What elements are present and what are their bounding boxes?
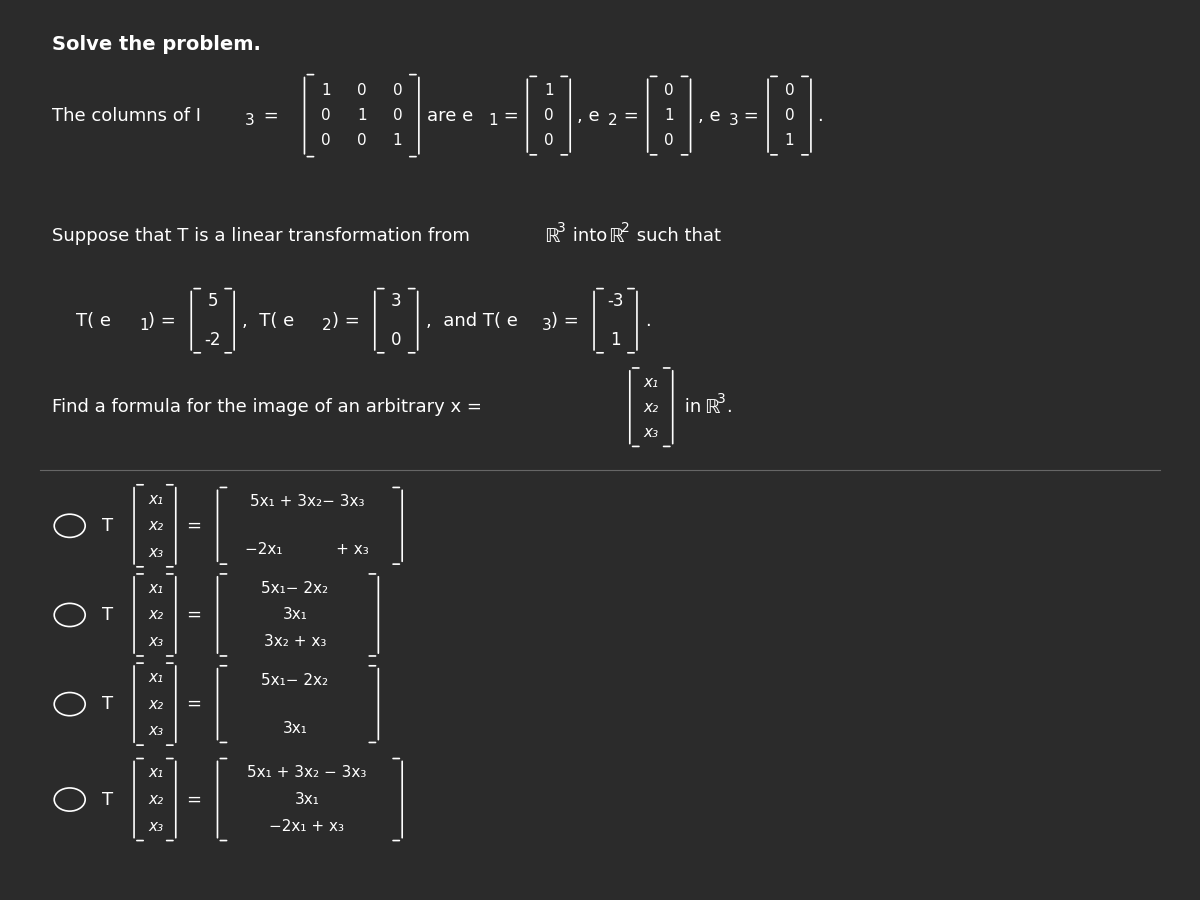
Text: 0: 0: [322, 108, 331, 123]
Text: 5x₁ + 3x₂ − 3x₃: 5x₁ + 3x₂ − 3x₃: [247, 765, 366, 780]
Text: 3: 3: [728, 112, 738, 128]
Text: 3x₂ + x₃: 3x₂ + x₃: [264, 634, 326, 649]
Text: 2: 2: [622, 221, 630, 235]
Text: x₂: x₂: [148, 697, 163, 712]
Text: 3: 3: [541, 318, 551, 333]
Text: ,  T( e: , T( e: [242, 311, 295, 329]
Text: ,  and T( e: , and T( e: [426, 311, 518, 329]
Text: =: =: [618, 106, 644, 124]
Text: 3: 3: [391, 292, 402, 310]
Text: Suppose that T is a linear transformation from: Suppose that T is a linear transformatio…: [52, 227, 475, 245]
Text: 2: 2: [608, 112, 618, 128]
Text: T: T: [102, 790, 113, 808]
Text: , e: , e: [697, 106, 720, 124]
Text: x₃: x₃: [148, 724, 163, 738]
Text: x₂: x₂: [643, 400, 659, 415]
Text: 5x₁− 2x₂: 5x₁− 2x₂: [262, 672, 329, 688]
Text: 3x₁: 3x₁: [282, 721, 307, 735]
Text: ℝ: ℝ: [703, 398, 719, 417]
Text: .: .: [817, 106, 823, 124]
Text: 3x₁: 3x₁: [294, 792, 319, 807]
Text: =: =: [738, 106, 764, 124]
Text: ℝ: ℝ: [608, 227, 624, 246]
Text: x₂: x₂: [148, 518, 163, 534]
Text: into: into: [566, 227, 613, 245]
Text: 3x₁: 3x₁: [282, 608, 307, 623]
Text: x₃: x₃: [643, 425, 659, 440]
Text: ) =: ) =: [551, 311, 584, 329]
Text: T: T: [102, 695, 113, 713]
Text: −2x₁ + x₃: −2x₁ + x₃: [269, 819, 344, 833]
Text: 0: 0: [544, 133, 553, 148]
Text: 1: 1: [544, 83, 553, 98]
Text: 1: 1: [665, 108, 674, 123]
Text: .: .: [646, 311, 652, 329]
Text: -3: -3: [607, 292, 624, 310]
Text: 2: 2: [323, 318, 332, 333]
Text: 1: 1: [139, 318, 149, 333]
Text: 5x₁ + 3x₂− 3x₃: 5x₁ + 3x₂− 3x₃: [250, 494, 364, 509]
Text: 0: 0: [785, 83, 794, 98]
Text: 0: 0: [356, 133, 366, 148]
Text: Find a formula for the image of an arbitrary x =: Find a formula for the image of an arbit…: [52, 398, 487, 416]
Text: 0: 0: [544, 108, 553, 123]
Text: 0: 0: [785, 108, 794, 123]
Text: x₃: x₃: [148, 634, 163, 649]
Text: 0: 0: [356, 83, 366, 98]
Text: T( e: T( e: [76, 311, 110, 329]
Text: are e: are e: [427, 106, 474, 124]
Text: =: =: [186, 695, 202, 713]
Text: 0: 0: [665, 83, 674, 98]
Text: 0: 0: [665, 133, 674, 148]
Text: 0: 0: [392, 83, 402, 98]
Text: 1: 1: [322, 83, 331, 98]
Text: 3: 3: [557, 221, 566, 235]
Text: 0: 0: [322, 133, 331, 148]
Text: 1: 1: [785, 133, 794, 148]
Text: such that: such that: [631, 227, 721, 245]
Text: 0: 0: [391, 331, 402, 349]
Text: 5: 5: [208, 292, 218, 310]
Text: x₃: x₃: [148, 819, 163, 833]
Text: T: T: [102, 606, 113, 624]
Text: ℝ: ℝ: [544, 227, 559, 246]
Text: 1: 1: [392, 133, 402, 148]
Text: ) =: ) =: [332, 311, 365, 329]
Text: T: T: [102, 517, 113, 535]
Text: 3: 3: [716, 392, 726, 406]
Text: =: =: [186, 790, 202, 808]
Text: in: in: [679, 398, 707, 416]
Text: x₂: x₂: [148, 792, 163, 807]
Text: x₁: x₁: [148, 580, 163, 596]
Text: ) =: ) =: [149, 311, 182, 329]
Text: =: =: [186, 606, 202, 624]
Text: -2: -2: [204, 331, 221, 349]
Text: =: =: [258, 106, 284, 124]
Text: =: =: [186, 517, 202, 535]
Text: 1: 1: [356, 108, 366, 123]
Text: .: .: [726, 398, 732, 416]
Text: x₂: x₂: [148, 608, 163, 623]
Text: x₁: x₁: [148, 491, 163, 507]
Text: −2x₁           + x₃: −2x₁ + x₃: [245, 543, 368, 557]
Text: 0: 0: [392, 108, 402, 123]
Text: 3: 3: [245, 113, 254, 129]
Text: =: =: [498, 106, 524, 124]
Text: 5x₁− 2x₂: 5x₁− 2x₂: [262, 580, 329, 596]
Text: x₃: x₃: [148, 545, 163, 560]
Text: 1: 1: [610, 331, 620, 349]
Text: Solve the problem.: Solve the problem.: [52, 35, 260, 54]
Text: , e: , e: [577, 106, 600, 124]
Text: x₁: x₁: [148, 765, 163, 780]
Text: 1: 1: [488, 112, 498, 128]
Text: x₁: x₁: [148, 670, 163, 685]
Text: The columns of I: The columns of I: [52, 106, 200, 124]
Text: x₁: x₁: [643, 374, 659, 390]
